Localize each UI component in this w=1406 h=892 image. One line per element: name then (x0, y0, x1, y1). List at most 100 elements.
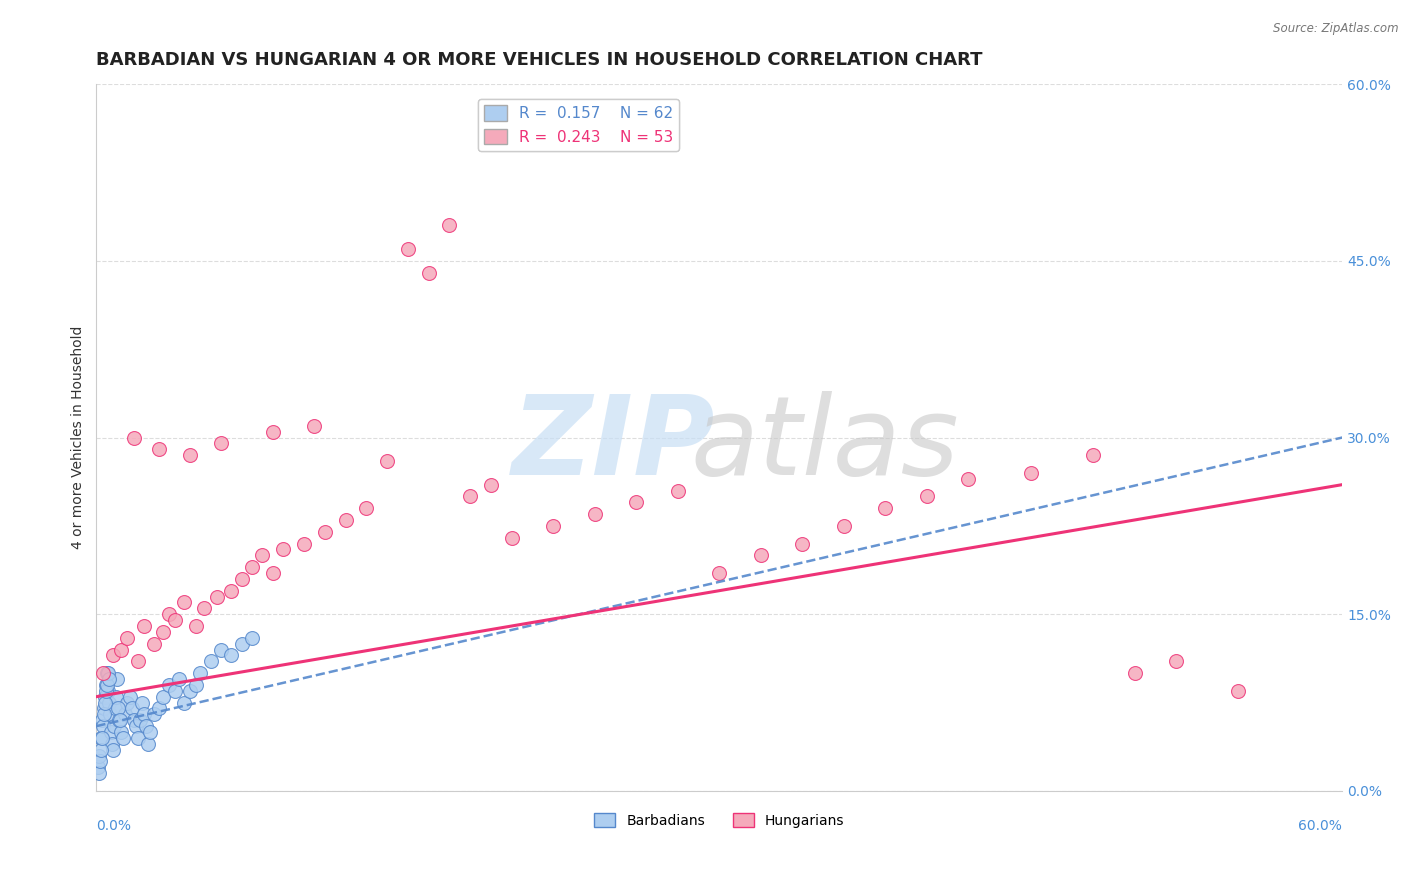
Point (117, 631, 139, 645)
Point (501, 531, 523, 545)
Point (112, 731, 135, 745)
Point (304, 418, 326, 433)
Point (252, 549, 274, 563)
Point (173, 696, 195, 710)
Point (98, 672, 121, 686)
Point (915, 490, 938, 504)
Point (792, 536, 814, 550)
Legend: R =  0.157    N = 62, R =  0.243    N = 53: R = 0.157 N = 62, R = 0.243 N = 53 (478, 99, 679, 151)
Point (101, 648, 124, 663)
Point (136, 737, 159, 751)
Point (101, 742, 124, 756)
Point (179, 683, 201, 698)
Point (179, 448, 201, 462)
Point (103, 719, 125, 733)
Point (110, 713, 132, 727)
Point (458, 490, 481, 504)
Point (541, 519, 564, 533)
Point (832, 519, 855, 533)
Point (97, 683, 120, 698)
Point (875, 501, 897, 516)
Point (129, 713, 152, 727)
Point (89, 731, 111, 745)
Point (100, 725, 122, 739)
Point (626, 495, 648, 509)
Point (1019, 466, 1042, 480)
Point (165, 613, 187, 627)
Point (91, 666, 114, 681)
Point (157, 607, 180, 622)
Point (396, 242, 419, 256)
Point (98, 707, 121, 722)
Point (90, 713, 112, 727)
Point (184, 619, 207, 633)
Point (209, 436, 232, 450)
Point (479, 477, 502, 491)
Point (105, 672, 128, 686)
Point (271, 542, 294, 557)
Point (104, 701, 127, 715)
Point (94, 696, 117, 710)
Point (118, 690, 141, 704)
Point (205, 590, 228, 604)
Point (132, 619, 155, 633)
Point (127, 654, 149, 668)
Point (135, 719, 157, 733)
Text: Source: ZipAtlas.com: Source: ZipAtlas.com (1274, 22, 1399, 36)
Point (127, 731, 149, 745)
Point (165, 683, 187, 698)
Point (101, 737, 124, 751)
Point (356, 501, 378, 516)
Point (709, 566, 731, 580)
Point (666, 483, 689, 498)
Point (184, 678, 207, 692)
Point (188, 666, 211, 681)
Point (131, 696, 153, 710)
Point (583, 507, 606, 521)
Point (105, 690, 128, 704)
Point (262, 425, 284, 439)
Point (91, 719, 114, 733)
Point (110, 642, 132, 657)
Point (107, 701, 129, 715)
Point (314, 524, 336, 539)
Point (439, 219, 461, 233)
Point (1081, 448, 1104, 462)
Point (231, 637, 253, 651)
Point (231, 572, 253, 586)
Point (132, 707, 155, 722)
Point (200, 654, 222, 668)
Text: 0.0%: 0.0% (97, 819, 131, 833)
Text: ZIP: ZIP (512, 391, 716, 498)
Point (97, 696, 120, 710)
Point (169, 672, 191, 686)
Text: BARBADIAN VS HUNGARIAN 4 OR MORE VEHICLES IN HOUSEHOLD CORRELATION CHART: BARBADIAN VS HUNGARIAN 4 OR MORE VEHICLE… (97, 51, 983, 69)
Point (89, 755, 111, 769)
Point (89, 748, 111, 763)
Point (173, 595, 195, 609)
Point (110, 725, 132, 739)
Point (292, 536, 315, 550)
Text: atlas: atlas (690, 391, 959, 498)
Point (93, 701, 115, 715)
Point (221, 648, 243, 663)
Point (139, 725, 162, 739)
Point (122, 430, 145, 444)
Point (335, 513, 357, 527)
Point (122, 713, 145, 727)
Point (262, 566, 284, 580)
Point (1227, 683, 1250, 698)
Point (96, 678, 118, 692)
Point (121, 701, 143, 715)
Point (125, 719, 148, 733)
Point (97, 666, 120, 681)
Point (90, 742, 112, 756)
Point (87, 766, 110, 780)
Point (209, 642, 232, 657)
Point (143, 707, 166, 722)
Point (96, 683, 118, 698)
Point (143, 637, 166, 651)
Point (94, 678, 117, 692)
Y-axis label: 4 or more Vehicles in Household: 4 or more Vehicles in Household (72, 326, 86, 549)
Point (957, 472, 980, 486)
